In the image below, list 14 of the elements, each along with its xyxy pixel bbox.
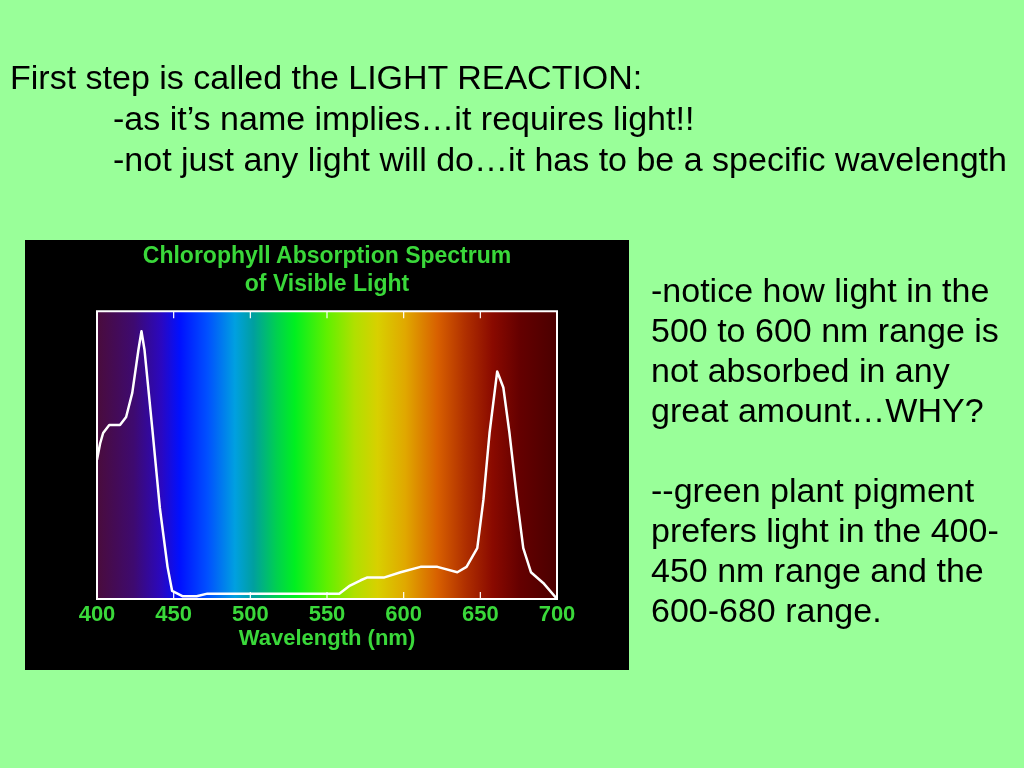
chart-title: Chlorophyll Absorption Spectrum of Visible Light — [142, 242, 512, 296]
x-axis-title: Wavelength (nm) — [238, 625, 416, 651]
x-tick-label: 600 — [385, 601, 423, 627]
x-tick-label: 700 — [538, 601, 576, 627]
text: --green plant pigment prefers light in the 400-450 nm range and the 600-680 range. — [651, 470, 1000, 630]
x-tick-label: 650 — [461, 601, 499, 627]
text: -not just any light will do…it has to be a specific wavelength — [112, 139, 1007, 180]
text: First step is called the LIGHT REACTION: — [10, 57, 644, 98]
text: -notice how light in the 500 to 600 nm range is not absorbed in any great amount…WHY? — [651, 270, 1000, 430]
x-tick-label: 500 — [231, 601, 269, 627]
x-tick-label: 550 — [308, 601, 346, 627]
text: -as it’s name implies…it requires light!! — [112, 98, 696, 139]
x-tick-label: 400 — [78, 601, 116, 627]
x-tick-label: 450 — [155, 601, 193, 627]
